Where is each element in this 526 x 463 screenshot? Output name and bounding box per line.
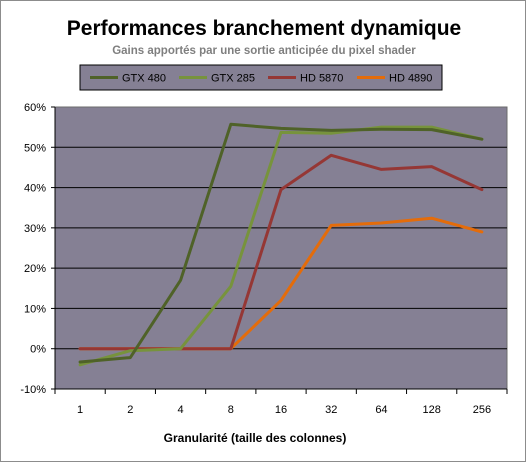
legend-label: GTX 480 <box>122 73 166 85</box>
x-axis-title: Granularité (taille des colonnes) <box>164 431 347 445</box>
plot-area <box>54 106 508 390</box>
series-line <box>78 122 484 364</box>
y-tick-label: 20% <box>24 263 46 275</box>
x-tick-label: 64 <box>375 404 387 416</box>
y-tick-label: 50% <box>24 142 46 154</box>
y-tick-label: 60% <box>24 102 46 114</box>
legend-label: GTX 285 <box>211 73 255 85</box>
x-tick-label: 16 <box>275 404 287 416</box>
chart-subtitle: Gains apportés par une sortie anticipée … <box>112 45 416 57</box>
chart-title: Performances branchement dynamique <box>67 17 461 40</box>
y-tick-label: 0% <box>30 344 46 356</box>
x-tick-label: 2 <box>127 404 133 416</box>
y-tick-label: 40% <box>24 183 46 195</box>
x-tick-label: 8 <box>228 404 234 416</box>
y-tick-label: -10% <box>20 384 46 396</box>
x-tick-label: 4 <box>177 404 183 416</box>
x-tick-label: 128 <box>422 404 440 416</box>
y-tick-label: 30% <box>24 223 46 235</box>
y-tick-label: 10% <box>24 303 46 315</box>
x-tick-label: 1 <box>77 404 83 416</box>
x-tick-label: 256 <box>473 404 491 416</box>
series-line <box>78 125 484 367</box>
x-tick-label: 32 <box>325 404 337 416</box>
legend-label: HD 5870 <box>300 73 343 85</box>
legend-label: HD 4890 <box>389 73 432 85</box>
